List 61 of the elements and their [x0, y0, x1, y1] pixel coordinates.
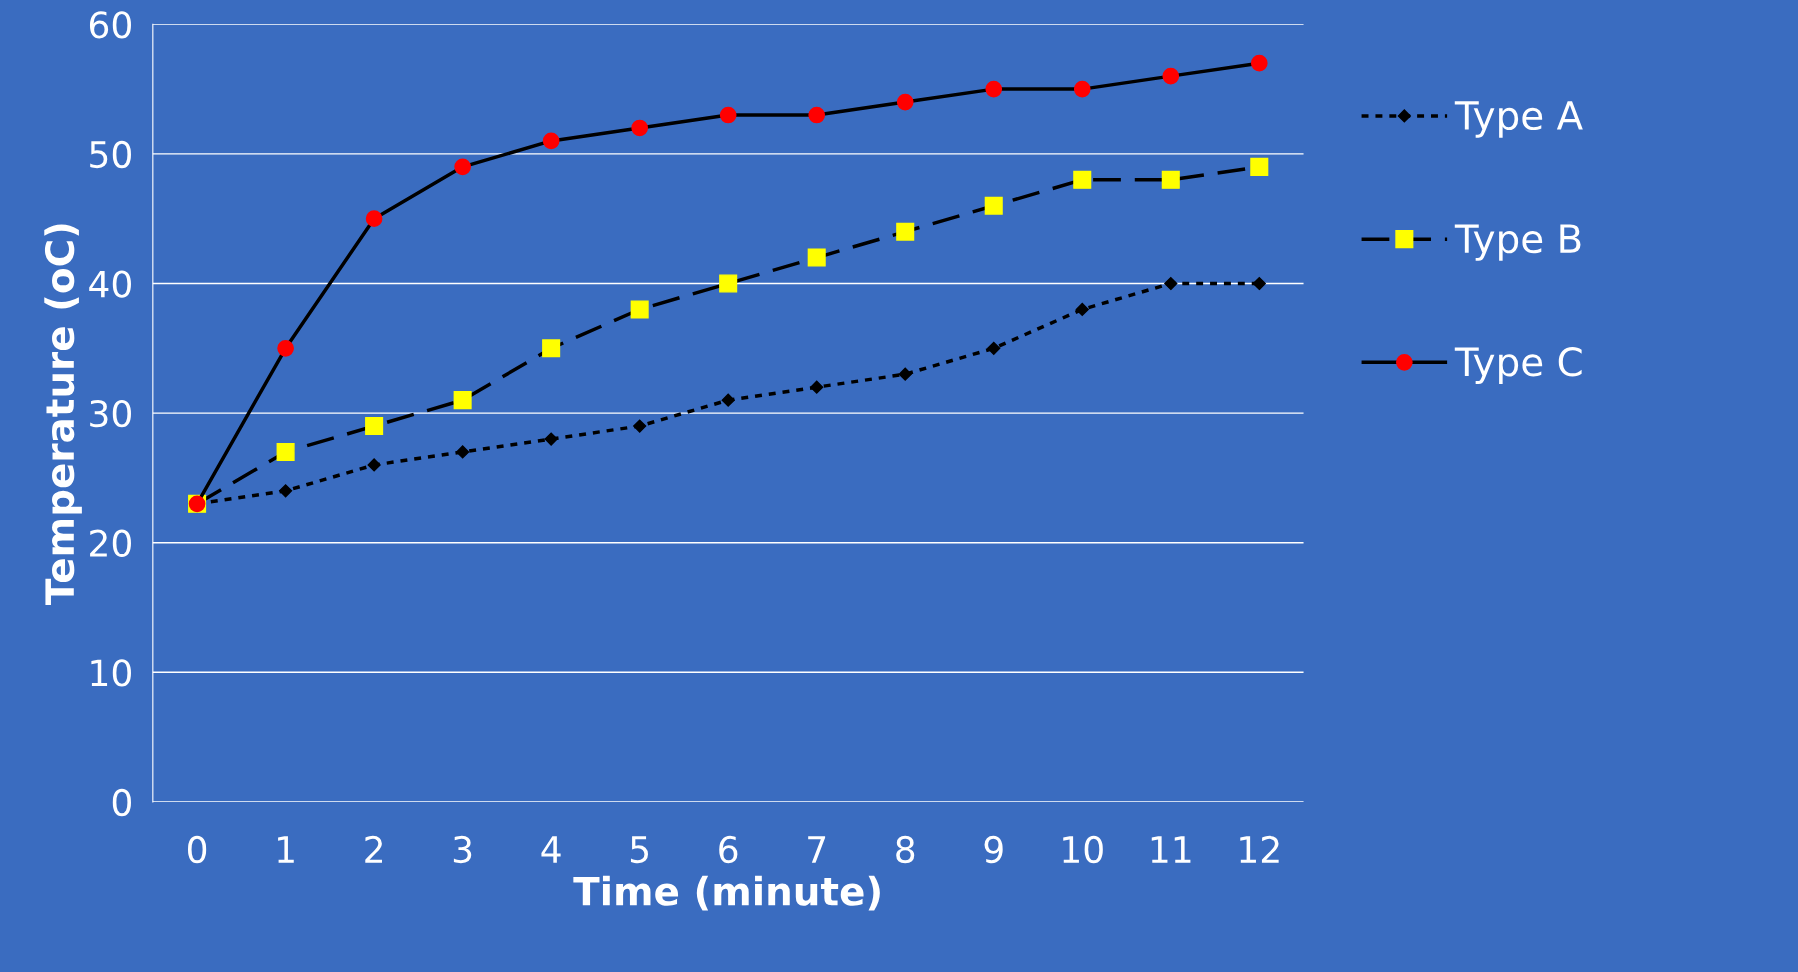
point [277, 339, 294, 357]
point [1252, 276, 1266, 291]
x-tick-label: 5 [630, 836, 649, 864]
legend-label: Type A [1454, 101, 1583, 138]
x-tick-label: 7 [808, 836, 826, 863]
point [1161, 170, 1180, 189]
x-tick-label: 6 [719, 835, 738, 864]
x-tick-label: 4 [541, 836, 561, 863]
point [542, 339, 561, 358]
point [365, 210, 383, 228]
y-tick-label: 40 [89, 270, 131, 298]
y-axis-title: Temperature (oC) [44, 224, 82, 605]
x-tick-label: 11 [1151, 836, 1191, 863]
point [542, 132, 560, 150]
x-tick-label: 2 [365, 835, 382, 863]
y-tick-label: 30 [90, 400, 131, 428]
point [807, 248, 826, 267]
y-tick-label: 0 [112, 788, 131, 817]
point [1250, 54, 1268, 72]
point [808, 106, 826, 124]
x-tick-label: 10 [1063, 835, 1103, 864]
point [721, 393, 735, 407]
y-tick-label: 10 [91, 659, 131, 687]
point [633, 419, 647, 433]
x-axis-title: Time (minute) [573, 875, 880, 911]
y-tick-label: 50 [90, 140, 131, 169]
point [896, 222, 915, 241]
point [454, 158, 471, 176]
point [896, 93, 914, 111]
point [1162, 67, 1180, 85]
x-tick-label: 1 [278, 836, 294, 863]
x-tick-label: 0 [187, 835, 207, 864]
point [898, 367, 912, 381]
point [1073, 170, 1092, 189]
x-tick-label: 9 [984, 835, 1003, 864]
point [1075, 302, 1089, 317]
point [719, 106, 737, 124]
point [1164, 276, 1178, 291]
point [276, 442, 295, 462]
point [630, 300, 649, 319]
point [544, 432, 558, 446]
point [810, 380, 824, 394]
y-tick-label: 20 [90, 529, 131, 557]
y-tick-label: 60 [89, 11, 131, 39]
point [1073, 80, 1091, 98]
point [1250, 157, 1269, 176]
legend-label: Type B [1454, 224, 1581, 261]
x-tick-label: 8 [896, 835, 915, 864]
point [367, 458, 381, 472]
point [365, 417, 384, 436]
point [631, 119, 649, 137]
x-tick-label: 12 [1240, 835, 1279, 863]
point [279, 484, 293, 498]
point [987, 341, 1001, 355]
point [453, 391, 472, 410]
point [719, 274, 738, 293]
point [984, 196, 1003, 215]
point [456, 445, 470, 459]
legend-label: Type C [1454, 347, 1582, 385]
x-tick-label: 3 [453, 835, 472, 864]
point [985, 80, 1003, 98]
